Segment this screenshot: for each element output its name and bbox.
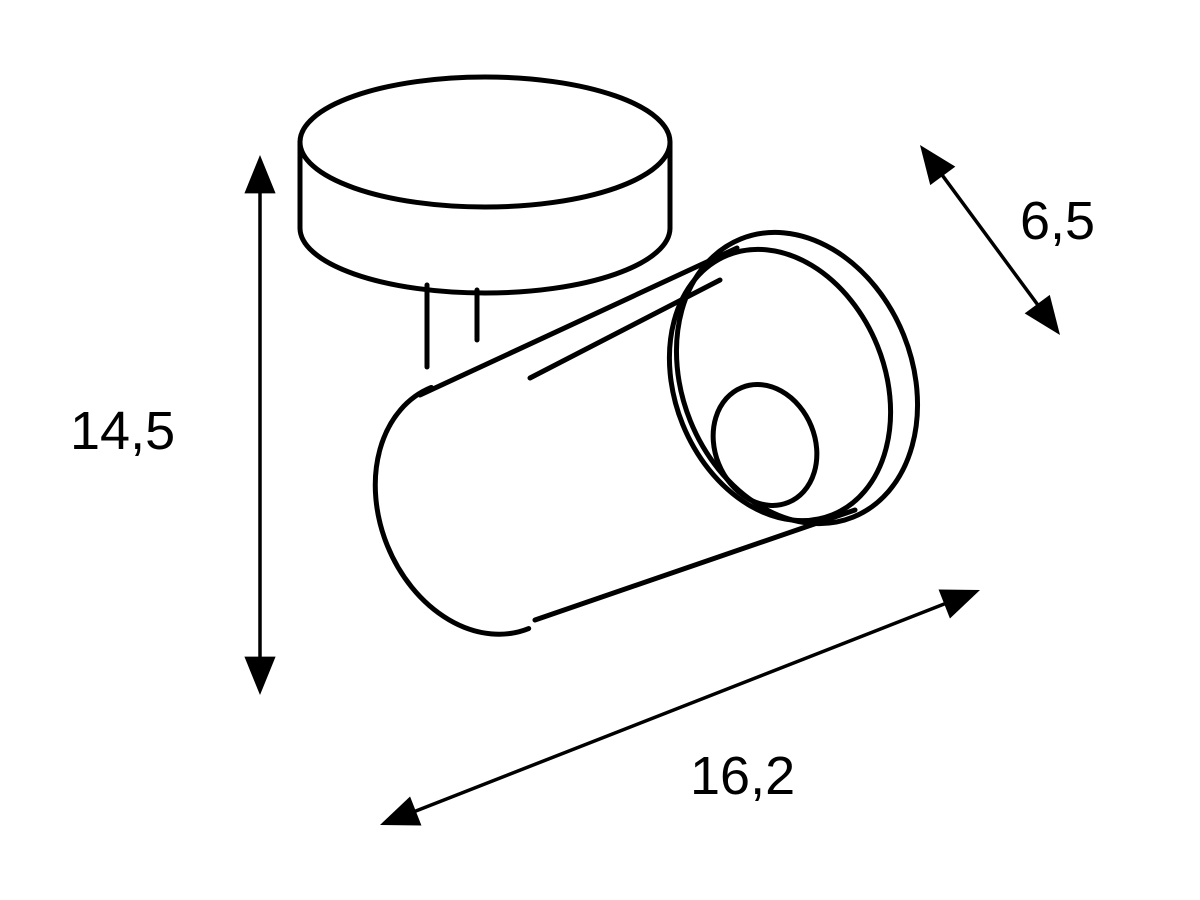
dimension-label-length: 16,2: [690, 745, 795, 807]
base-bottom-front-arc: [300, 228, 670, 293]
dimension-arrow-height: [244, 155, 275, 695]
fixture-drawing: [300, 77, 960, 666]
diagram-stage: 14,5 16,2 6,5: [0, 0, 1200, 900]
barrel-bottom-edge: [535, 510, 855, 620]
barrel-lamp-opening: [695, 369, 834, 521]
dimension-label-height: 14,5: [70, 400, 175, 462]
connector-arm: [427, 285, 477, 367]
base-top-ellipse: [300, 77, 670, 207]
barrel-front-outer-rim: [634, 196, 960, 560]
base-cylinder: [300, 77, 670, 293]
diagram-svg: [0, 0, 1200, 900]
barrel-top-edge: [420, 248, 737, 395]
barrel-back-arc: [339, 387, 529, 666]
dimension-label-depth: 6,5: [1020, 190, 1095, 252]
dimension-arrow-length: [380, 589, 980, 825]
barrel: [339, 196, 960, 666]
